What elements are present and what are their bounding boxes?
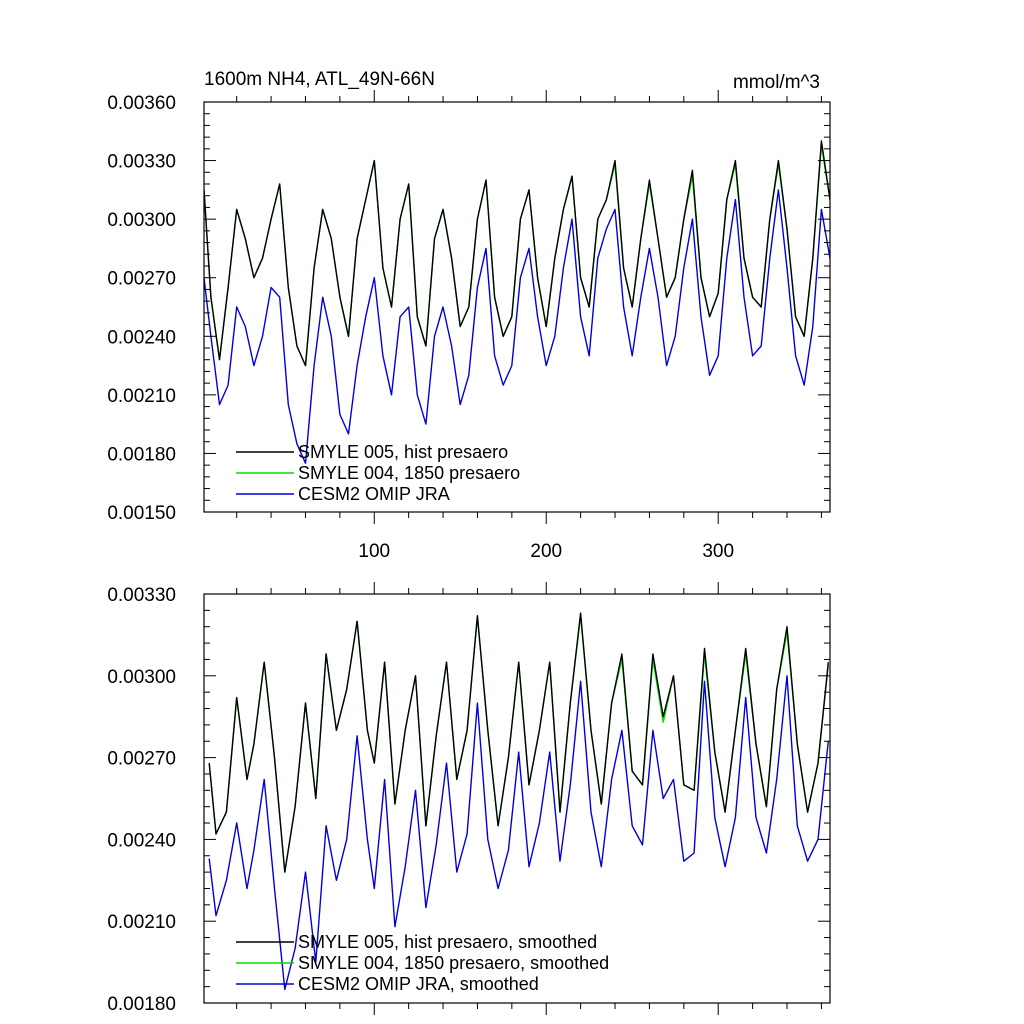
legend-label-1: SMYLE 005, hist presaero [298, 442, 508, 462]
y-tick-label: 0.00300 [107, 667, 176, 688]
y-tick-label: 0.00330 [107, 585, 176, 606]
series-line-3 [204, 189, 830, 464]
y-tick-label: 0.00240 [107, 327, 176, 348]
x-tick-label: 100 [358, 541, 390, 562]
y-tick-label: 0.00180 [107, 994, 176, 1015]
chart-panel-1: 0.00150 0.00180 0.00210 0.00240 0.00270 0.003… [107, 69, 831, 562]
y-tick-label: 0.00270 [107, 749, 176, 770]
legend-label-3: CESM2 OMIP JRA, smoothed [298, 974, 539, 994]
legend-label-2: SMYLE 004, 1850 presaero, smoothed [298, 953, 609, 973]
plot-frame [203, 101, 831, 513]
chart-panel-2: 0.00180 0.00210 0.00240 0.00270 0.00300 0.003… [107, 582, 831, 1015]
series-line-3 [208, 675, 829, 991]
chart-title: 1600m NH4, ATL_49N-66N [204, 69, 435, 90]
y-tick-label: 0.00240 [107, 830, 176, 851]
legend-label-3: CESM2 OMIP JRA [298, 484, 450, 504]
y-tick-label: 0.00330 [107, 152, 176, 173]
y-tick-label: 0.00210 [107, 912, 176, 933]
y-tick-label: 0.00270 [107, 269, 176, 290]
y-tick-label: 0.00210 [107, 386, 176, 407]
x-tick-label: 300 [702, 541, 734, 562]
y-tick-label: 0.00300 [107, 210, 176, 231]
chart-units: mmol/m^3 [733, 72, 820, 93]
y-tick-label: 0.00360 [107, 93, 176, 114]
legend-label-1: SMYLE 005, hist presaero, smoothed [298, 932, 597, 952]
y-tick-label: 0.00180 [107, 444, 176, 465]
plot-frame [203, 593, 831, 1004]
series-line-1 [204, 140, 830, 367]
series-line-1 [208, 612, 829, 873]
legend-label-2: SMYLE 004, 1850 presaero [298, 463, 520, 483]
y-tick-label: 0.00150 [107, 503, 176, 524]
x-tick-label: 200 [530, 541, 562, 562]
